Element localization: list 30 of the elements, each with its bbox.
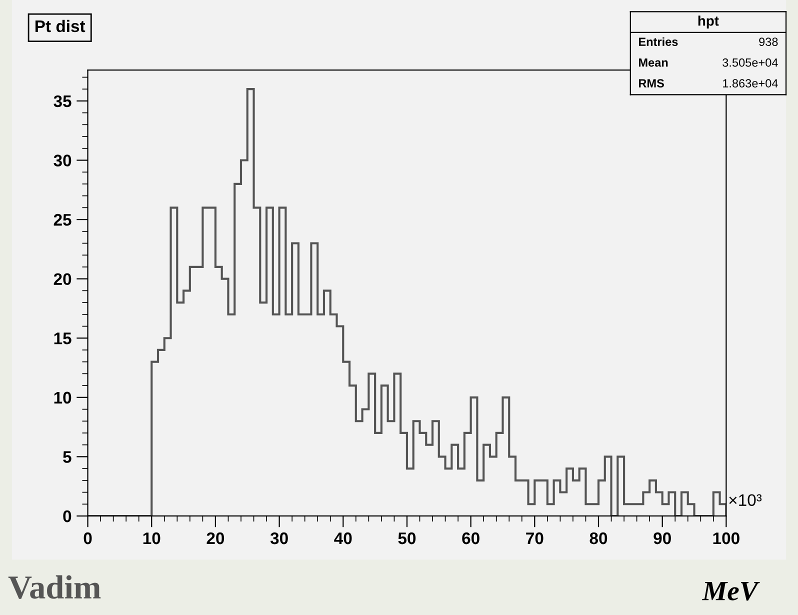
annotation: 1.863e+04 [723, 79, 778, 88]
y-tick-label: 25 [54, 214, 72, 226]
text: ×10³ [729, 494, 762, 506]
text: hpt [698, 16, 719, 29]
text: 3.505e+04 [722, 58, 778, 67]
x-tick-label: 10 [143, 532, 160, 544]
y-tick-label: 10 [54, 392, 72, 404]
x-tick-label: 20 [206, 532, 224, 544]
chart-title: Pt dist [36, 20, 86, 32]
text: 938 [759, 38, 778, 46]
x-tick-label: 50 [398, 532, 416, 544]
annotation: RMS [638, 79, 664, 88]
y-tick-label: 0 [63, 510, 72, 522]
y-tick-label: 35 [54, 95, 72, 108]
x-tick-label: 60 [462, 532, 480, 544]
y-tick-label: 15 [54, 332, 72, 344]
y-tick-label: 5 [63, 451, 72, 463]
text: Vadim [8, 575, 101, 599]
y-tick-label: 20 [54, 273, 72, 286]
x-tick-label: 90 [654, 532, 671, 544]
x-tick-label: 0 [84, 532, 92, 544]
x-tick-label: 40 [334, 532, 352, 544]
x-tick-label: 70 [526, 532, 544, 544]
text: MeV [702, 582, 760, 601]
x-tick-label: 80 [590, 532, 608, 544]
y-tick-label: 30 [54, 154, 72, 166]
x-tick-label: 100 [713, 532, 740, 544]
text: Entries [638, 37, 678, 46]
text: Mean [638, 58, 668, 67]
x-tick-label: 30 [270, 532, 288, 544]
